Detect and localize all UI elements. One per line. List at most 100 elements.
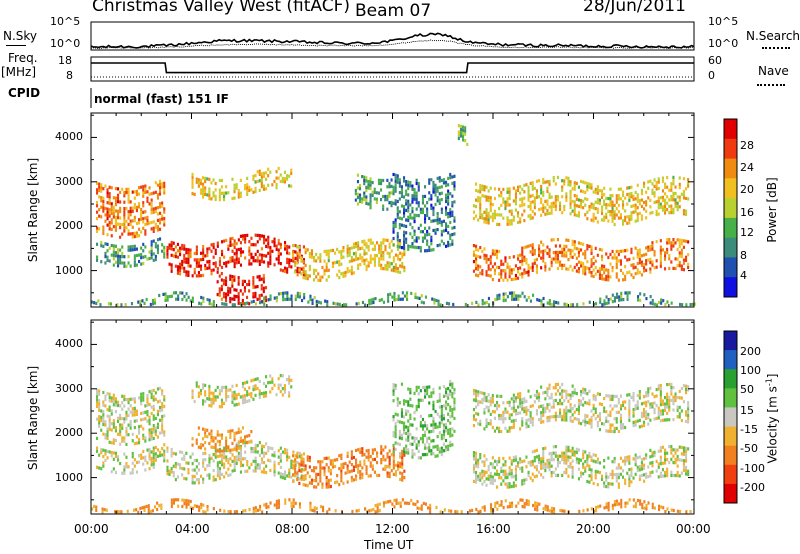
- velocity-heatmap-cell: [535, 455, 538, 459]
- power-heatmap-cell: [114, 225, 117, 229]
- velocity-heatmap-cell: [567, 465, 570, 469]
- velocity-heatmap-cell: [638, 477, 641, 481]
- power-heatmap-cell: [438, 185, 441, 189]
- power-heatmap-cell: [396, 174, 399, 178]
- velocity-heatmap-cell: [538, 395, 541, 399]
- power-heatmap-cell: [163, 188, 166, 192]
- velocity-heatmap-cell: [286, 474, 289, 478]
- power-heatmap-cell: [415, 207, 418, 211]
- velocity-heatmap-cell: [98, 408, 101, 412]
- power-heatmap-cell: [284, 247, 287, 251]
- velocity-heatmap-cell: [283, 387, 286, 391]
- velocity-heatmap-cell: [225, 458, 228, 462]
- power-heatmap-cell: [375, 191, 378, 195]
- power-heatmap-cell: [415, 181, 418, 186]
- velocity-heatmap-cell: [216, 385, 219, 389]
- power-heatmap-cell: [596, 253, 599, 257]
- power-heatmap-cell: [571, 187, 574, 191]
- power-heatmap-cell: [342, 249, 345, 253]
- power-heatmap-cell: [636, 249, 639, 253]
- velocity-heatmap-cell: [409, 416, 412, 420]
- power-heatmap-cell: [290, 184, 293, 188]
- power-heatmap-cell: [96, 201, 99, 205]
- velocity-heatmap-cell: [208, 473, 211, 477]
- power-heatmap-cell: [302, 274, 305, 278]
- power-heatmap-cell: [246, 301, 249, 305]
- power-heatmap-cell: [227, 247, 230, 251]
- velocity-heatmap-cell: [202, 427, 205, 431]
- power-heatmap-cell: [229, 300, 232, 304]
- power-heatmap-cell: [174, 264, 177, 268]
- power-heatmap-cell: [138, 234, 141, 238]
- power-heatmap-cell: [390, 178, 393, 182]
- power-heatmap-cell: [561, 188, 564, 192]
- velocity-heatmap-cell: [504, 463, 507, 467]
- velocity-heatmap-cell: [100, 419, 103, 423]
- power-heatmap-cell: [263, 299, 266, 303]
- velocity-heatmap-cell: [487, 464, 490, 469]
- velocity-heatmap-cell: [323, 456, 326, 461]
- power-heatmap-cell: [649, 245, 652, 249]
- power-heatmap-cell: [615, 197, 618, 201]
- velocity-heatmap-cell: [129, 410, 132, 414]
- power-heatmap-cell: [298, 268, 301, 272]
- velocity-heatmap-cell: [106, 449, 109, 453]
- velocity-heatmap-cell: [676, 470, 679, 475]
- power-heatmap-cell: [523, 258, 526, 262]
- power-heatmap-cell: [359, 187, 362, 191]
- power-heatmap-cell: [561, 263, 564, 267]
- power-heatmap-cell: [214, 248, 217, 252]
- velocity-heatmap-cell: [218, 443, 221, 447]
- power-heatmap-cell: [430, 248, 433, 252]
- velocity-heatmap-cell: [451, 395, 454, 399]
- power-heatmap-cell: [413, 213, 416, 217]
- power-heatmap-cell: [436, 212, 439, 216]
- velocity-heatmap-cell: [512, 400, 515, 404]
- power-heatmap-cell: [479, 212, 482, 216]
- power-heatmap-cell: [519, 197, 522, 202]
- velocity-heatmap-cell: [571, 469, 574, 473]
- power-heatmap-cell: [240, 302, 243, 306]
- power-heatmap-cell: [519, 253, 522, 257]
- power-heatmap-cell: [323, 269, 326, 273]
- velocity-heatmap-cell: [619, 466, 622, 470]
- velocity-heatmap-cell: [556, 473, 559, 477]
- power-heatmap-cell: [504, 275, 507, 279]
- power-heatmap-cell: [100, 215, 103, 219]
- velocity-heatmap-cell: [191, 462, 194, 466]
- velocity-heatmap-cell: [140, 402, 143, 406]
- velocity-heatmap-cell: [550, 458, 553, 462]
- velocity-heatmap-cell: [489, 462, 492, 466]
- power-heatmap-cell: [254, 233, 257, 237]
- power-heatmap-cell: [525, 298, 528, 302]
- power-heatmap-cell: [373, 190, 376, 195]
- velocity-heatmap-cell: [161, 408, 164, 412]
- velocity-heatmap-cell: [611, 460, 614, 464]
- velocity-heatmap-cell: [472, 392, 475, 396]
- power-heatmap-cell: [640, 273, 643, 277]
- power-heatmap-cell: [181, 297, 184, 302]
- power-heatmap-cell: [315, 299, 318, 304]
- velocity-heatmap-cell: [584, 460, 587, 464]
- velocity-heatmap-cell: [315, 475, 318, 480]
- power-heatmap-cell: [586, 217, 589, 221]
- power-heatmap-cell: [485, 211, 488, 215]
- power-heatmap-cell: [110, 234, 113, 238]
- velocity-heatmap-cell: [156, 422, 159, 426]
- velocity-heatmap-cell: [265, 451, 268, 455]
- power-heatmap-cell: [655, 303, 658, 307]
- power-heatmap-cell: [296, 266, 299, 270]
- velocity-heatmap-cell: [380, 451, 383, 455]
- power-heatmap-cell: [628, 270, 631, 274]
- power-heatmap-cell: [233, 265, 236, 269]
- power-heatmap-cell: [434, 193, 437, 197]
- velocity-heatmap-cell: [493, 429, 496, 433]
- velocity-heatmap-cell: [258, 463, 261, 467]
- power-heatmap-cell: [286, 174, 289, 178]
- power-heatmap-cell: [283, 170, 286, 174]
- power-heatmap-cell: [664, 192, 667, 196]
- velocity-heatmap-cell: [340, 463, 343, 467]
- velocity-heatmap-cell: [548, 464, 551, 469]
- power-heatmap-cell: [286, 257, 289, 261]
- power-heatmap-cell: [657, 180, 660, 184]
